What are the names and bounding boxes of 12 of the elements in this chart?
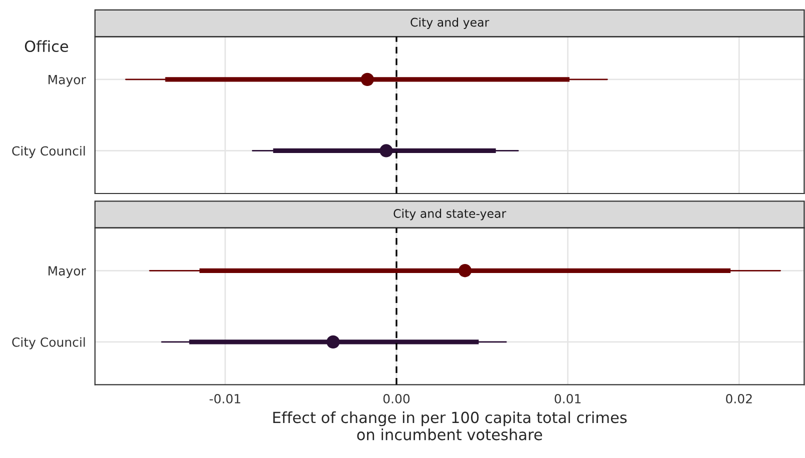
x-tick-label: 0.00 bbox=[383, 394, 410, 404]
x-tick-label: 0.01 bbox=[554, 394, 581, 404]
x-axis-title: Effect of change in per 100 capita total crimes on incumbent voteshare bbox=[273, 411, 627, 440]
y-tick-label: City Council bbox=[12, 146, 85, 158]
y-tick-label: Mayor bbox=[48, 75, 86, 87]
chart-title: City and year bbox=[410, 18, 490, 30]
x-tick-label: -0.01 bbox=[210, 394, 240, 404]
y-tick-label: Mayor bbox=[48, 266, 86, 278]
chart-title: City and state-year bbox=[394, 208, 506, 220]
y-tick-label: City Council bbox=[12, 337, 85, 350]
x-tick-label: 0.02 bbox=[726, 394, 752, 404]
y-axis-title: Office bbox=[24, 40, 68, 52]
